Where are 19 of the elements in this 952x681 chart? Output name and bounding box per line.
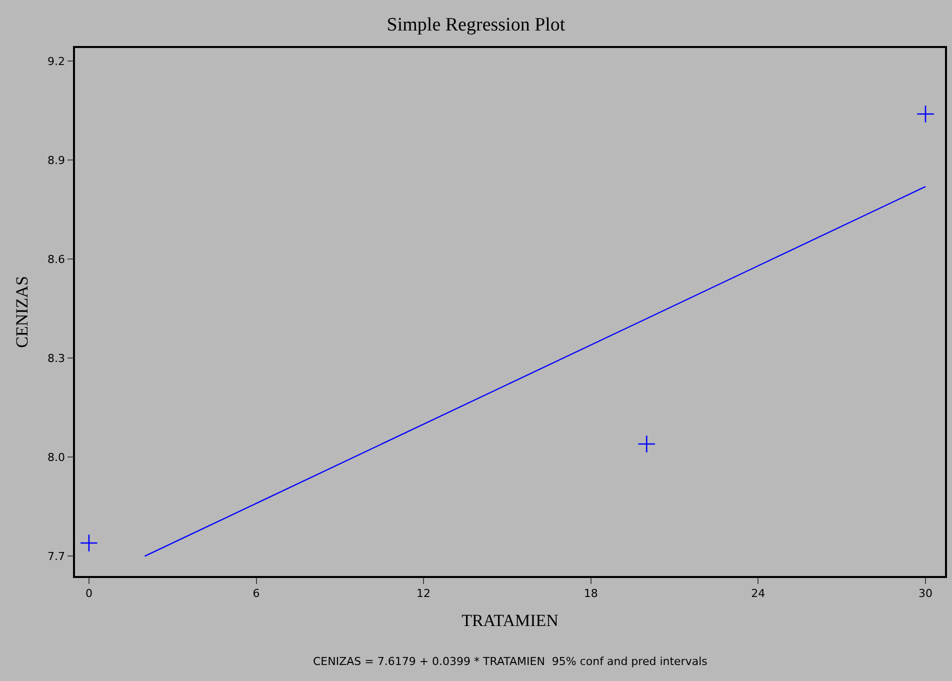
x-tick-label: 24 xyxy=(751,586,766,600)
x-tick-label: 0 xyxy=(85,586,92,600)
y-tick-label: 9.2 xyxy=(48,55,66,68)
point xyxy=(916,104,935,124)
point xyxy=(80,534,98,552)
y-tick-label: 8.6 xyxy=(48,253,66,266)
x-axis-title: TRATAMIEN xyxy=(462,610,558,630)
y-tick-label: 8.0 xyxy=(48,451,66,464)
x-tick-label: 18 xyxy=(584,586,598,600)
y-tick-label: 7.7 xyxy=(48,550,66,564)
x-tick-label: 12 xyxy=(416,586,431,600)
y-tick-label: 8.9 xyxy=(48,154,66,168)
y-axis-title: CENIZAS xyxy=(12,276,32,348)
x-tick-label: 30 xyxy=(918,586,932,600)
point xyxy=(638,434,656,454)
text: CENIZAS = 7.6179 + 0.0399 * TRATAMIEN 95% conf and pred intervals xyxy=(313,655,708,668)
chart-title: Simple Regression Plot xyxy=(386,14,566,36)
x-tick-label: 6 xyxy=(252,586,260,600)
y-tick-label: 8.3 xyxy=(48,352,66,366)
